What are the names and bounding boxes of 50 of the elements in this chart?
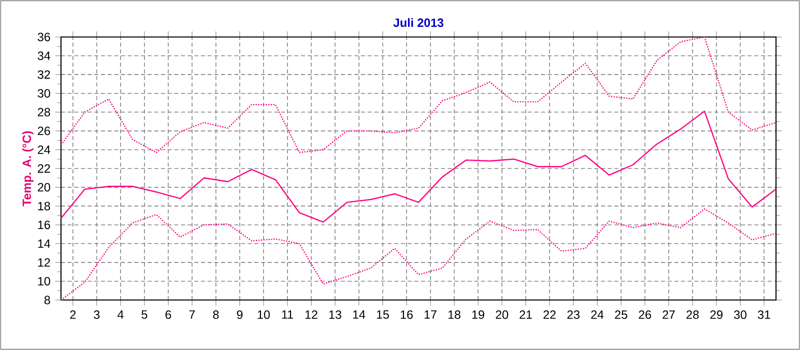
y-tick-label: 14 (38, 240, 50, 248)
y-tick-label: 10 (38, 276, 50, 286)
y-axis-title: Temp. A. (°C) (22, 131, 34, 206)
x-tick-label: 31 (758, 310, 770, 319)
x-tick-label: 21 (520, 310, 532, 319)
y-tick-label: 36 (38, 32, 50, 42)
y-tick-label: 22 (38, 164, 50, 173)
x-tick-label: 17 (424, 310, 436, 319)
chart-title: Juli 2013 (393, 18, 444, 27)
x-tick-label: 16 (400, 310, 413, 319)
y-tick-label: 24 (38, 146, 50, 154)
y-tick-label: 18 (38, 202, 50, 210)
x-tick-label: 9 (236, 310, 243, 319)
x-tick-label: 27 (662, 310, 675, 319)
y-tick-label: 12 (38, 258, 50, 267)
x-tick-label: 2 (70, 310, 76, 319)
y-tick-label: 20 (38, 183, 50, 192)
line-series (60, 208, 777, 301)
x-tick-label: 15 (376, 310, 389, 319)
x-tick-label: 29 (710, 310, 723, 319)
x-tick-label: 24 (591, 310, 604, 319)
x-tick-label: 11 (282, 310, 294, 319)
y-tick-label: 28 (38, 108, 50, 116)
x-tick-label: 28 (686, 310, 699, 319)
y-tick-label: 32 (38, 70, 50, 79)
x-tick-label: 19 (472, 310, 484, 319)
x-tick-label: 26 (638, 310, 652, 319)
y-tick-label: 34 (38, 52, 50, 60)
x-tick-label: 7 (189, 310, 195, 319)
x-tick-label: 20 (496, 310, 508, 319)
x-tick-label: 14 (353, 310, 366, 319)
x-tick-label: 25 (615, 310, 628, 319)
y-tick-label: 8 (44, 296, 50, 304)
y-tick-label: 30 (38, 89, 50, 98)
x-tick-label: 3 (94, 310, 100, 319)
x-tick-label: 23 (567, 310, 580, 319)
y-tick-label: 26 (38, 126, 50, 136)
x-tick-label: 10 (258, 310, 270, 319)
x-tick-label: 8 (213, 310, 219, 319)
line-series (60, 36, 777, 154)
x-tick-label: 6 (166, 310, 172, 319)
y-tick-label: 16 (38, 220, 50, 230)
x-tick-label: 5 (142, 310, 148, 319)
x-tick-label: 4 (118, 310, 124, 319)
x-tick-label: 12 (305, 310, 318, 319)
x-tick-label: 30 (734, 310, 746, 319)
x-tick-label: 13 (329, 310, 342, 319)
line-series (60, 110, 777, 223)
x-tick-label: 18 (448, 310, 460, 319)
x-tick-label: 22 (544, 310, 556, 319)
